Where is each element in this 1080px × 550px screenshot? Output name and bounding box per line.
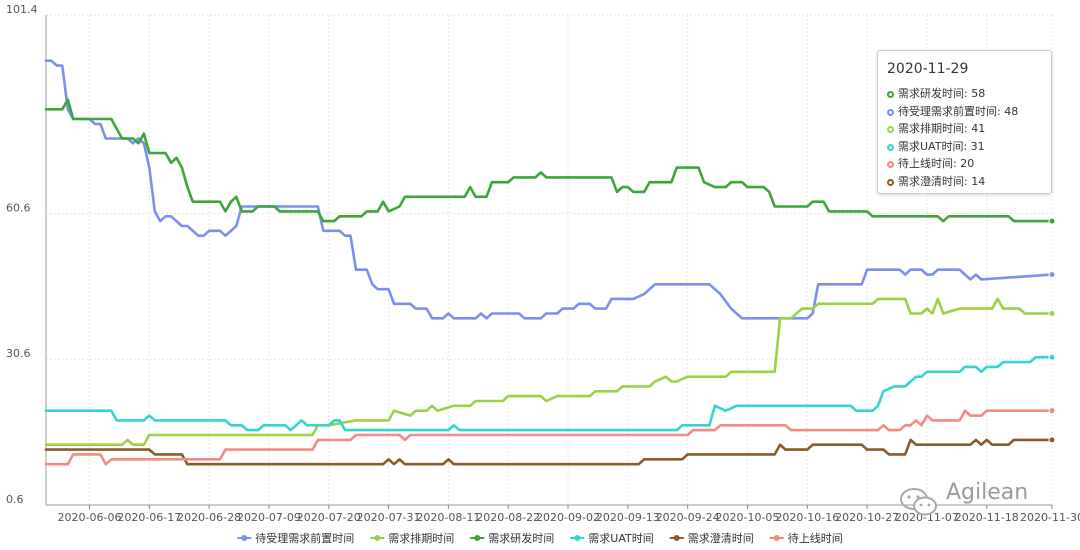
tooltip-row: 需求澄清时间: 14 [887, 173, 1042, 191]
legend-label: 需求澄清时间 [688, 531, 754, 545]
tooltip-label: 待受理需求前置时间: 48 [898, 104, 1019, 118]
tooltip-row: 待受理需求前置时间: 48 [887, 103, 1042, 121]
legend[interactable]: 待受理需求前置时间 需求排期时间 需求研发时间 需求UAT时间 需求澄清时间 待上线时间 [237, 531, 843, 545]
tooltip-dot-icon [887, 161, 894, 168]
legend-label: 待受理需求前置时间 [255, 531, 354, 545]
tooltip-row: 待上线时间: 20 [887, 155, 1042, 173]
series-line [44, 438, 1054, 466]
series-end-point [1048, 436, 1056, 444]
x-tick-label: 2020-07-09 [237, 511, 301, 524]
legend-dot-icon [773, 535, 780, 541]
series-end-point [1048, 407, 1056, 415]
legend-dot-icon [673, 535, 680, 541]
tooltip-label: 需求澄清时间: 14 [898, 174, 986, 188]
x-tick-label: 2020-06-17 [117, 511, 181, 524]
series-line [44, 59, 1054, 320]
legend-item[interactable]: 需求澄清时间 [669, 531, 754, 545]
legend-label: 需求研发时间 [488, 531, 554, 545]
legend-label: 需求UAT时间 [588, 532, 653, 545]
tooltip-label: 需求UAT时间: 31 [898, 139, 985, 153]
x-tick-label: 2020-08-11 [416, 511, 480, 524]
legend-dot-icon [474, 535, 481, 541]
x-tick-label: 2020-07-31 [357, 511, 421, 524]
y-tick-label: 0.6 [6, 493, 24, 506]
legend-label: 需求排期时间 [388, 531, 454, 545]
y-tick-label: 30.6 [6, 347, 31, 360]
x-tick-label: 2020-07-20 [297, 511, 361, 524]
x-tick-label: 2020-06-28 [177, 511, 241, 524]
x-tick-label: 2020-11-30 [1020, 511, 1080, 524]
tooltip-label: 待上线时间: 20 [898, 157, 975, 170]
legend-item[interactable]: 待受理需求前置时间 [237, 531, 354, 545]
series-lines [44, 59, 1056, 466]
legend-dot-icon [374, 535, 381, 541]
tooltip-title: 2020-11-29 [887, 61, 969, 77]
y-tick-label: 60.6 [6, 201, 31, 214]
legend-dot-icon [574, 535, 581, 541]
x-tick-label: 2020-09-24 [656, 511, 720, 524]
tooltip: 2020-11-29 需求研发时间: 58 待受理需求前置时间: 48 需求排期… [877, 50, 1052, 194]
tooltip-dot-icon [887, 178, 894, 186]
x-tick-label: 2020-09-13 [596, 511, 660, 524]
tooltip-label: 需求研发时间: 58 [898, 87, 986, 100]
series-line [44, 409, 1054, 466]
series-line [44, 355, 1054, 432]
x-tick-label: 2020-06-06 [58, 511, 122, 524]
series-line [44, 297, 1054, 446]
grid-lines [46, 14, 1053, 506]
series-line [44, 98, 1054, 223]
tooltip-row: 需求UAT时间: 31 [887, 138, 1042, 156]
legend-dot-icon [241, 535, 248, 541]
x-tick-label: 2020-10-05 [716, 511, 780, 524]
x-tick-label: 2020-09-02 [536, 511, 600, 524]
tooltip-row: 需求研发时间: 58 [887, 85, 1042, 103]
series-end-point [1048, 217, 1056, 225]
tooltip-dot-icon [887, 108, 894, 116]
axes: 101.460.630.60.62020-06-062020-06-172020… [6, 3, 1080, 524]
x-tick-label: 2020-11-18 [955, 511, 1019, 524]
x-tick-label: 2020-10-16 [775, 511, 839, 524]
x-tick-label: 2020-08-22 [476, 511, 540, 524]
x-tick-label: 2020-11-07 [895, 511, 959, 524]
tooltip-dot-icon [887, 143, 894, 151]
wechat-logo-icon [900, 488, 937, 516]
watermark-text: Agilean [946, 480, 1029, 505]
x-tick-label: 2020-10-27 [835, 511, 899, 524]
legend-item[interactable]: 待上线时间 [769, 531, 843, 545]
series-end-point [1048, 271, 1056, 279]
legend-item[interactable]: 需求排期时间 [370, 531, 454, 545]
series-end-point [1048, 353, 1056, 361]
series-end-point [1048, 309, 1056, 317]
legend-label: 待上线时间 [788, 531, 843, 545]
legend-item[interactable]: 需求研发时间 [470, 531, 554, 545]
tooltip-label: 需求排期时间: 41 [898, 122, 986, 135]
y-tick-label: 101.4 [6, 3, 38, 16]
tooltip-dot-icon [887, 126, 894, 133]
legend-item[interactable]: 需求UAT时间 [570, 532, 654, 545]
tooltip-row: 需求排期时间: 41 [887, 120, 1042, 138]
tooltip-dot-icon [887, 91, 894, 98]
